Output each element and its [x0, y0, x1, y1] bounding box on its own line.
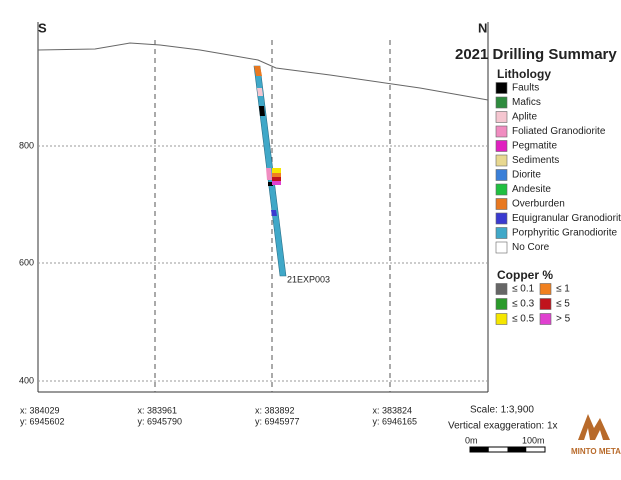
legend-label: Diorite [512, 170, 541, 181]
legend-swatch [495, 283, 508, 295]
compass-south: S [38, 20, 47, 35]
legend-label: > 5 [556, 314, 571, 325]
lithology-legend: Faults Mafics Aplite Foliated Granodiorite P… [495, 82, 621, 254]
compass-north: N [478, 20, 487, 35]
easting: x: 383892 [255, 405, 295, 415]
legend-label: Andesite [512, 184, 551, 195]
legend-label: ≤ 5 [556, 299, 570, 310]
topography [37, 42, 489, 101]
legend-swatch [539, 313, 552, 325]
legend-label: ≤ 0.5 [512, 314, 535, 325]
legend-swatch [539, 283, 552, 295]
legend-swatch [495, 298, 508, 310]
logo-text: MINTO METALS [571, 447, 621, 456]
legend-label: Sediments [512, 155, 559, 166]
legend-label: Foliated Granodiorite [512, 126, 606, 137]
legend-label: Pegmatite [512, 141, 557, 152]
legend-swatch [495, 313, 508, 325]
scale-end: 100m [522, 435, 545, 445]
easting: x: 383824 [373, 405, 413, 415]
legend-swatch [495, 111, 508, 123]
legend-label: Aplite [512, 112, 537, 123]
title: 2021 Drilling Summary [455, 46, 617, 63]
legend-swatch [495, 82, 508, 94]
exaggeration-text: Vertical exaggeration: 1x [448, 421, 558, 432]
scale-start: 0m [465, 435, 478, 445]
northing: y: 6945790 [138, 416, 183, 426]
elevation-label: 800 [19, 140, 34, 150]
scale-bar [469, 446, 546, 453]
legend-swatch [539, 298, 552, 310]
elevation-grid [38, 145, 488, 382]
logo-mark [578, 414, 610, 440]
legend-label: Porphyritic Granodiorite [512, 228, 617, 239]
legend-label: ≤ 0.3 [512, 299, 535, 310]
legend-swatch [495, 140, 508, 152]
legend-swatch [495, 212, 508, 225]
legend-label: ≤ 0.1 [512, 284, 535, 295]
legend-swatch [495, 183, 508, 196]
drill-hole [253, 65, 287, 277]
lithology-title: Lithology [497, 67, 551, 81]
legend-swatch [495, 125, 508, 138]
elevation-label: 400 [19, 375, 34, 385]
copper-legend: ≤ 0.1 ≤ 1 ≤ 0.3 ≤ 5 ≤ 0.5 > 5 [495, 283, 571, 325]
easting: x: 384029 [20, 405, 60, 415]
northing: y: 6946165 [373, 416, 418, 426]
legend-label: No Core [512, 242, 550, 253]
legend-swatch [495, 227, 508, 239]
northing: y: 6945977 [255, 416, 300, 426]
legend-label: Overburden [512, 199, 565, 210]
legend-swatch [495, 241, 508, 254]
legend-label: Equigranular Granodiorite [512, 213, 621, 224]
easting: x: 383961 [138, 405, 178, 415]
hole-label: 21EXP003 [287, 274, 330, 284]
scale-text: Scale: 1:3,900 [470, 405, 534, 416]
legend-swatch [495, 169, 508, 181]
legend-swatch [495, 96, 508, 109]
legend-label: Mafics [512, 97, 541, 108]
legend-label: Faults [512, 83, 539, 94]
legend-swatch [495, 198, 508, 210]
copper-title: Copper % [497, 268, 553, 282]
elevation-label: 600 [19, 257, 34, 267]
legend-swatch [495, 154, 508, 167]
legend-label: ≤ 1 [556, 284, 570, 295]
northing: y: 6945602 [20, 416, 65, 426]
